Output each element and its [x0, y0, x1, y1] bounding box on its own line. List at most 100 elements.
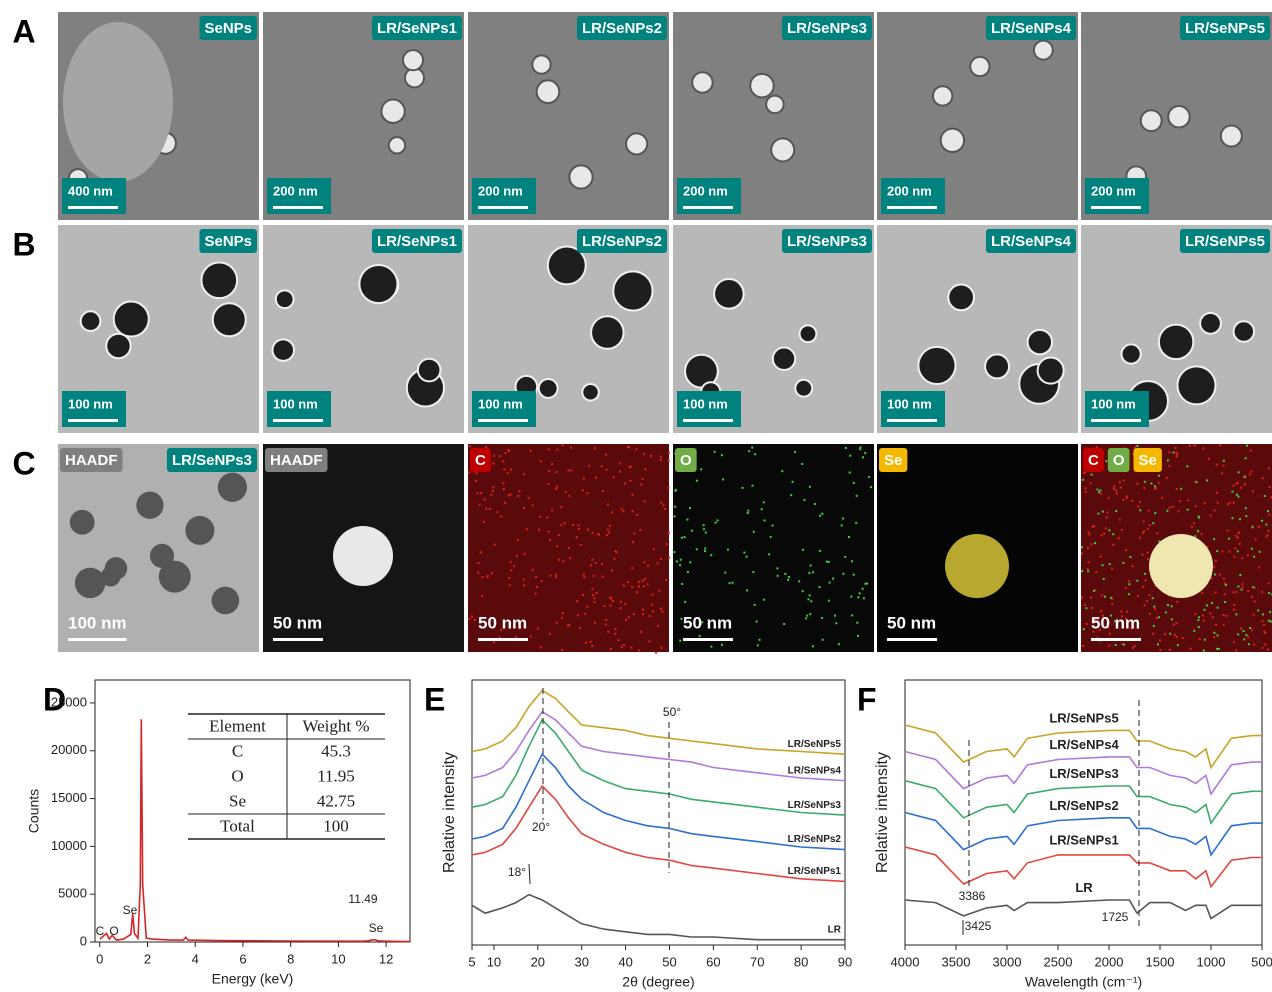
image-tag: LR/SeNPs5	[1185, 233, 1265, 250]
signal	[1175, 447, 1177, 449]
signal	[594, 622, 596, 624]
signal	[1105, 460, 1107, 462]
signal	[1111, 603, 1113, 605]
signal	[1086, 623, 1088, 625]
signal	[721, 454, 723, 456]
signal	[679, 564, 681, 566]
x-tick-label: 500	[1251, 954, 1272, 969]
signal	[1171, 506, 1173, 508]
particle	[403, 50, 423, 70]
signal	[1090, 482, 1092, 484]
signal	[1235, 613, 1237, 615]
signal	[609, 525, 611, 527]
signal	[724, 572, 726, 574]
signal	[866, 583, 868, 585]
signal	[1242, 586, 1244, 588]
signal	[1203, 650, 1205, 652]
signal	[842, 518, 844, 520]
particle	[105, 557, 128, 580]
signal	[610, 648, 612, 650]
signal	[1169, 507, 1171, 509]
signal	[609, 605, 611, 607]
panel-letter: A	[12, 13, 35, 49]
signal	[822, 639, 824, 641]
signal	[803, 499, 805, 501]
signal	[1154, 608, 1156, 610]
signal	[647, 583, 649, 585]
particle	[185, 516, 214, 545]
signal	[644, 500, 646, 502]
signal	[518, 490, 520, 492]
signal	[606, 534, 608, 536]
signal	[1204, 639, 1206, 641]
signal	[862, 456, 864, 458]
signal	[1132, 565, 1134, 567]
signal	[586, 492, 588, 494]
signal	[644, 578, 646, 580]
series-label: LR/SeNPs2	[1049, 798, 1118, 813]
signal	[704, 550, 706, 552]
signal	[647, 565, 649, 567]
signal	[621, 646, 623, 648]
signal	[607, 503, 609, 505]
signal	[1251, 596, 1253, 598]
signal	[642, 613, 644, 615]
signal	[1119, 519, 1121, 521]
signal	[1159, 649, 1161, 651]
signal	[1100, 556, 1102, 558]
signal	[1102, 564, 1104, 566]
signal	[469, 445, 471, 447]
signal	[1081, 553, 1083, 555]
signal	[503, 468, 505, 470]
signal	[810, 564, 812, 566]
signal	[808, 572, 810, 574]
signal	[1223, 465, 1225, 467]
signal	[588, 465, 590, 467]
signal	[784, 573, 786, 575]
y-tick-label: 0	[80, 933, 87, 948]
particle	[1034, 41, 1053, 60]
signal	[549, 575, 551, 577]
arrow	[529, 864, 530, 884]
image-tag: Se	[884, 452, 902, 469]
signal	[1120, 487, 1122, 489]
signal	[1116, 492, 1118, 494]
signal	[1119, 481, 1121, 483]
signal	[1253, 614, 1255, 616]
signal	[783, 623, 785, 625]
signal	[624, 603, 626, 605]
signal	[1187, 509, 1189, 511]
signal	[810, 600, 812, 602]
image-panel: LR/SeNPs2100 nm	[468, 225, 669, 433]
signal	[715, 522, 717, 524]
signal	[1216, 492, 1218, 494]
signal	[1259, 551, 1261, 553]
signal	[492, 486, 494, 488]
signal	[722, 478, 724, 480]
particle	[333, 526, 393, 586]
signal	[1158, 475, 1160, 477]
signal	[602, 490, 604, 492]
signal	[1193, 522, 1195, 524]
signal	[1115, 490, 1117, 492]
image-panel: LR/SeNPs2200 nm	[468, 12, 669, 220]
x-tick-label: 4	[192, 951, 199, 966]
signal	[622, 510, 624, 512]
signal	[1109, 633, 1111, 635]
signal	[853, 574, 855, 576]
particle	[114, 301, 149, 336]
signal	[1149, 524, 1151, 526]
signal	[477, 572, 479, 574]
signal	[680, 559, 682, 561]
signal	[776, 567, 778, 569]
signal	[1212, 616, 1214, 618]
scale-bar	[1091, 638, 1141, 641]
signal	[502, 482, 504, 484]
signal	[578, 524, 580, 526]
signal	[849, 472, 851, 474]
signal	[638, 650, 640, 652]
signal	[1144, 579, 1146, 581]
signal	[510, 569, 512, 571]
signal	[1203, 609, 1205, 611]
signal	[648, 641, 650, 643]
